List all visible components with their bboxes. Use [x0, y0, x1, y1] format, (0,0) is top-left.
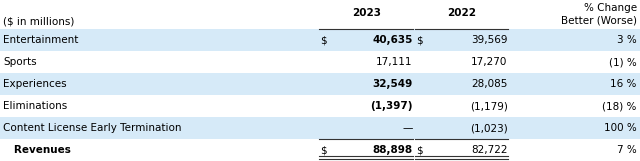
- Text: (1,023): (1,023): [470, 123, 508, 133]
- Text: (1,397): (1,397): [371, 101, 413, 111]
- Text: Entertainment: Entertainment: [3, 35, 79, 45]
- Bar: [0, 73, 640, 95]
- Bar: [0, 95, 640, 117]
- Text: $: $: [416, 35, 422, 45]
- Text: 40,635: 40,635: [372, 35, 413, 45]
- Bar: [0, 29, 640, 51]
- Text: 28,085: 28,085: [471, 79, 508, 89]
- Text: (18) %: (18) %: [602, 101, 637, 111]
- Text: 3 %: 3 %: [617, 35, 637, 45]
- Text: Content License Early Termination: Content License Early Termination: [3, 123, 182, 133]
- Text: 7 %: 7 %: [617, 145, 637, 155]
- Text: 39,569: 39,569: [471, 35, 508, 45]
- Text: 2023: 2023: [352, 8, 381, 18]
- Bar: [0, 0, 640, 29]
- Text: (1,179): (1,179): [470, 101, 508, 111]
- Bar: [0, 139, 640, 161]
- Text: Experiences: Experiences: [3, 79, 67, 89]
- Text: Sports: Sports: [3, 57, 37, 67]
- Text: 100 %: 100 %: [604, 123, 637, 133]
- Text: 82,722: 82,722: [471, 145, 508, 155]
- Text: Revenues: Revenues: [3, 145, 71, 155]
- Text: —: —: [403, 123, 413, 133]
- Text: % Change
Better (Worse): % Change Better (Worse): [561, 3, 637, 26]
- Text: 17,111: 17,111: [376, 57, 413, 67]
- Text: Eliminations: Eliminations: [3, 101, 67, 111]
- Text: (1) %: (1) %: [609, 57, 637, 67]
- Text: 16 %: 16 %: [611, 79, 637, 89]
- Text: $: $: [320, 35, 326, 45]
- Bar: [0, 51, 640, 73]
- Text: $: $: [320, 145, 326, 155]
- Text: 17,270: 17,270: [471, 57, 508, 67]
- Bar: [0, 117, 640, 139]
- Text: 2022: 2022: [447, 8, 476, 18]
- Text: $: $: [416, 145, 422, 155]
- Text: 32,549: 32,549: [372, 79, 413, 89]
- Text: 88,898: 88,898: [372, 145, 413, 155]
- Text: ($ in millions): ($ in millions): [3, 16, 75, 26]
